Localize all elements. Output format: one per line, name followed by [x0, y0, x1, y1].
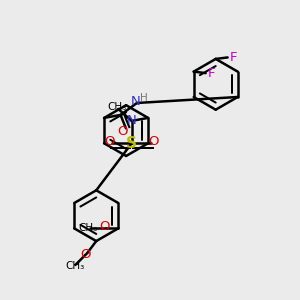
Text: H: H: [140, 93, 147, 103]
Text: O: O: [80, 248, 91, 261]
Text: CH₃: CH₃: [107, 102, 126, 112]
Text: N: N: [127, 114, 136, 128]
Text: CH₃: CH₃: [79, 224, 98, 233]
Text: N: N: [130, 95, 140, 108]
Text: O: O: [105, 135, 115, 148]
Text: O: O: [148, 135, 159, 148]
Text: S: S: [126, 136, 137, 151]
Text: O: O: [100, 220, 110, 233]
Text: CH₃: CH₃: [66, 262, 85, 272]
Text: F: F: [207, 67, 215, 80]
Text: O: O: [118, 125, 128, 138]
Text: F: F: [229, 51, 237, 64]
